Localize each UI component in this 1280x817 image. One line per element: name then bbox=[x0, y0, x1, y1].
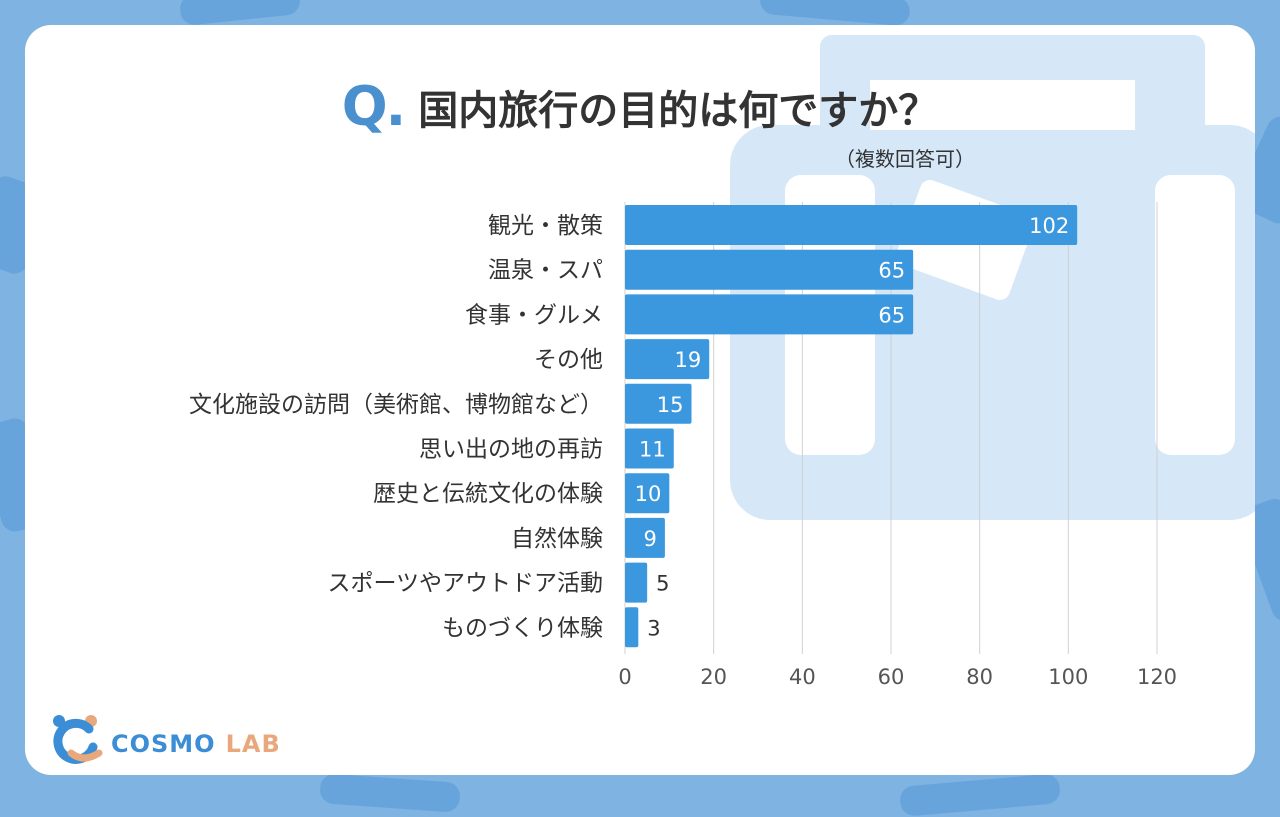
subtitle-note: （複数回答可） bbox=[835, 147, 975, 171]
title-text: 国内旅行の目的は何ですか？ bbox=[418, 87, 939, 134]
background-shape bbox=[178, 0, 302, 27]
question-mark-label: Q. bbox=[341, 75, 406, 138]
bar-1 bbox=[625, 205, 1078, 245]
bar-6 bbox=[625, 428, 674, 469]
bar-2 bbox=[625, 249, 914, 290]
bar-8 bbox=[625, 517, 665, 558]
x-tick-label: 40 bbox=[789, 665, 816, 689]
x-tick-label: 20 bbox=[700, 665, 727, 689]
x-tick-label: 0 bbox=[618, 665, 631, 689]
category-label: 自然体験 bbox=[511, 526, 603, 552]
bar-7 bbox=[625, 473, 670, 514]
category-label: 食事・グルメ bbox=[465, 302, 603, 328]
bar-chart: 0 20 40 60 80 100 120 観光・散策 102 温泉・スパ 65 食事・グルメ 65 その… bbox=[189, 202, 1177, 689]
category-label: その他 bbox=[534, 347, 603, 373]
data-label: 3 bbox=[647, 616, 660, 640]
category-label: 思い出の地の再訪 bbox=[419, 437, 603, 463]
bar-5 bbox=[625, 383, 692, 424]
x-tick-label: 100 bbox=[1048, 665, 1088, 689]
chart-card: Q. 国内旅行の目的は何ですか？ （複数回答可） 0 20 40 60 80 100 120 観… bbox=[25, 25, 1255, 775]
logo-text-lab: LAB bbox=[225, 730, 281, 758]
background-shape bbox=[319, 773, 461, 813]
data-label: 9 bbox=[644, 527, 657, 551]
logo-text: COSMO LAB bbox=[111, 730, 281, 758]
category-label: 文化施設の訪問（美術館、博物館など） bbox=[189, 392, 603, 418]
data-label: 65 bbox=[878, 259, 905, 283]
bar-3 bbox=[625, 294, 914, 335]
background-shape bbox=[759, 0, 911, 27]
cosmo-lab-logo-icon bbox=[53, 715, 103, 764]
x-tick-label: 80 bbox=[966, 665, 993, 689]
data-label: 5 bbox=[656, 572, 669, 596]
category-label: 温泉・スパ bbox=[488, 258, 603, 284]
chart-title: Q. 国内旅行の目的は何ですか？ bbox=[25, 75, 1255, 138]
data-label: 11 bbox=[639, 438, 666, 462]
category-label: 観光・散策 bbox=[488, 213, 603, 239]
x-tick-label: 120 bbox=[1137, 665, 1177, 689]
data-label: 15 bbox=[657, 393, 684, 417]
bar-9 bbox=[625, 562, 648, 603]
bar-10 bbox=[625, 607, 639, 648]
data-label: 65 bbox=[878, 303, 905, 327]
data-label: 102 bbox=[1029, 214, 1069, 238]
background-shape bbox=[898, 773, 1062, 817]
category-label: ものづくり体験 bbox=[442, 615, 603, 641]
bar-4 bbox=[625, 339, 710, 380]
x-tick-label: 60 bbox=[878, 665, 905, 689]
category-label: スポーツやアウトドア活動 bbox=[327, 571, 603, 597]
data-label: 10 bbox=[635, 482, 662, 506]
data-label: 19 bbox=[674, 348, 701, 372]
logo-text-cosmo: COSMO bbox=[111, 730, 216, 758]
category-label: 歴史と伝統文化の体験 bbox=[373, 481, 603, 507]
